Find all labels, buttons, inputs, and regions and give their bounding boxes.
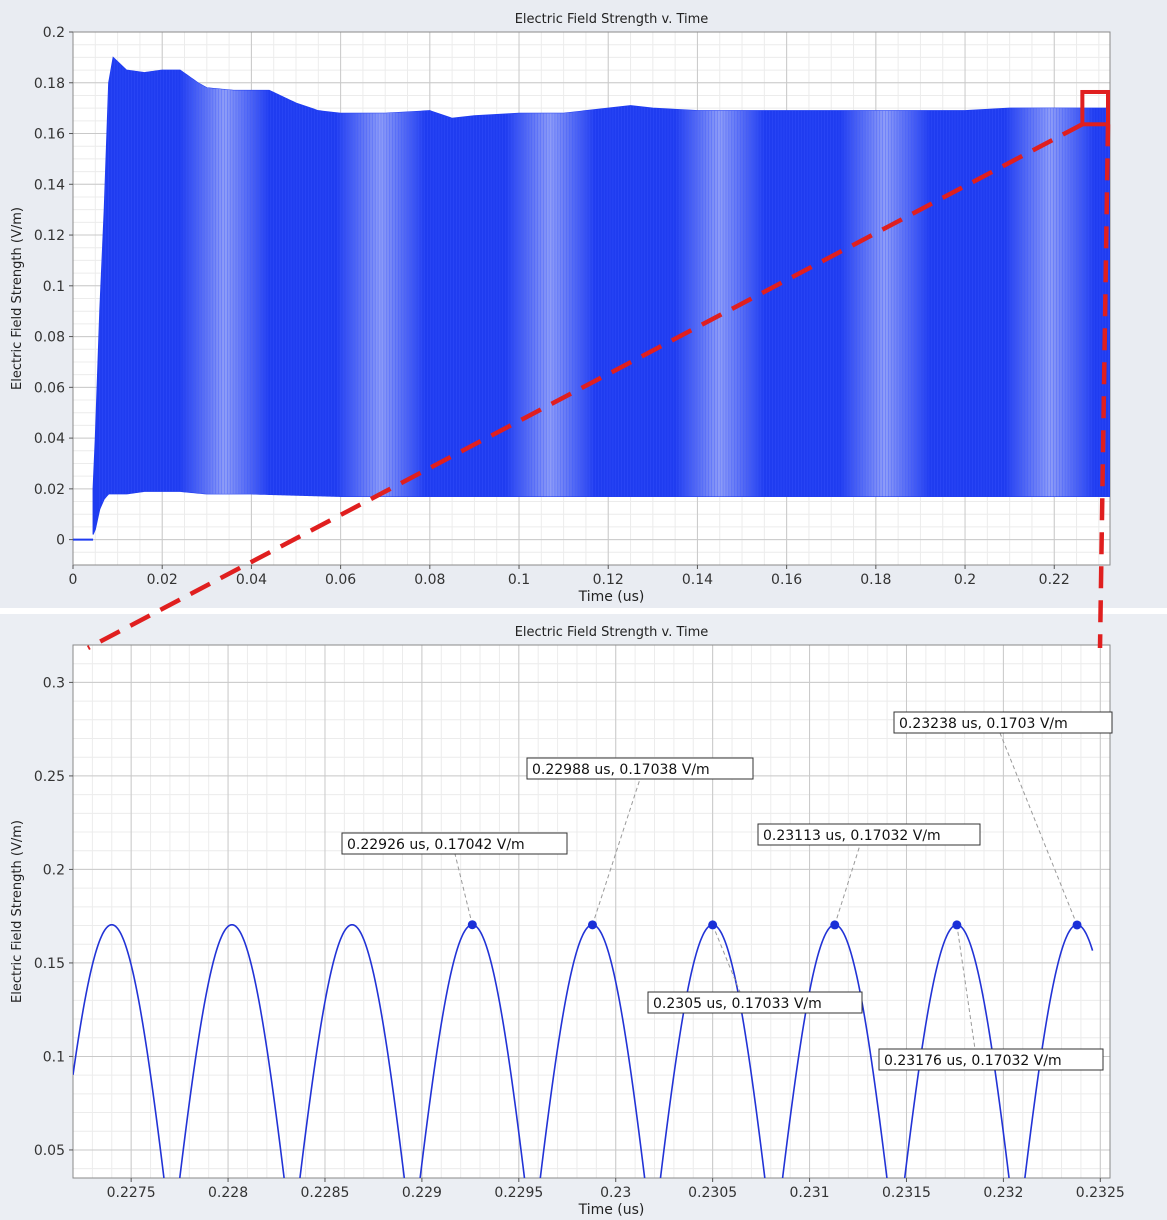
y-tick-label: 0.1	[43, 279, 65, 295]
zoom-connector-right	[1097, 124, 1111, 649]
x-axis-label: Time (us)	[578, 589, 645, 605]
peak-marker	[1072, 920, 1082, 930]
annotation-leader	[591, 778, 641, 925]
y-axis-label: Electric Field Strength (V/m)	[10, 207, 25, 390]
y-tick-label: 0.02	[34, 482, 65, 498]
annotation-box	[341, 832, 568, 855]
x-tick-label: 0.228	[208, 1185, 248, 1201]
peak-marker	[830, 920, 840, 930]
annotation-box	[878, 1048, 1104, 1071]
annotation-box	[893, 711, 1113, 734]
x-tick-label: 0.08	[414, 572, 445, 588]
peak-marker	[467, 920, 477, 930]
chart-title: Electric Field Strength v. Time	[515, 625, 709, 640]
x-tick-label: 0.18	[860, 572, 891, 588]
annotation-label: 0.23238 us, 0.1703 V/m	[899, 716, 1068, 732]
cycle-lines	[99, 58, 1109, 510]
annotation-leader	[454, 853, 473, 925]
peak-marker	[952, 920, 962, 930]
peak-marker	[708, 920, 718, 930]
y-tick-label: 0.14	[34, 177, 65, 193]
x-tick-label: 0.2315	[882, 1185, 931, 1201]
x-tick-label: 0	[69, 572, 78, 588]
y-tick-label: 0.3	[43, 675, 65, 691]
y-tick-label: 0.15	[34, 956, 65, 972]
y-tick-label: 0	[56, 533, 65, 549]
x-tick-label: 0.16	[771, 572, 802, 588]
x-tick-label: 0.2295	[494, 1185, 543, 1201]
band-streak	[505, 57, 595, 535]
y-tick-label: 0.05	[34, 1143, 65, 1159]
x-tick-label: 0.14	[682, 572, 713, 588]
x-tick-label: 0.02	[147, 572, 178, 588]
x-tick-label: 0.1	[508, 572, 530, 588]
x-tick-label: 0.232	[983, 1185, 1023, 1201]
x-tick-label: 0.2305	[688, 1185, 737, 1201]
annotation-label: 0.2305 us, 0.17033 V/m	[653, 996, 822, 1012]
chart-title: Electric Field Strength v. Time	[515, 12, 709, 27]
y-tick-label: 0.1	[43, 1049, 65, 1065]
x-tick-label: 0.2325	[1076, 1185, 1125, 1201]
annotation-label: 0.23176 us, 0.17032 V/m	[884, 1053, 1062, 1069]
x-tick-label: 0.06	[325, 572, 356, 588]
x-tick-label: 0.2275	[107, 1185, 156, 1201]
y-tick-label: 0.25	[34, 769, 65, 785]
x-tick-label: 0.04	[236, 572, 267, 588]
x-tick-label: 0.2285	[300, 1185, 349, 1201]
band-streaks	[99, 57, 1109, 535]
x-tick-label: 0.23	[600, 1185, 631, 1201]
zoom-connector-left	[86, 122, 1084, 650]
annotation-label: 0.23113 us, 0.17032 V/m	[763, 828, 941, 844]
rectified-waveform	[73, 923, 1094, 1178]
x-tick-label: 0.22	[1039, 572, 1070, 588]
chart-1-frame: 0.2275 0.228 0.2285 0.229 0.2295 0.23 0.2305 0.…	[10, 625, 1125, 1218]
annotation-box	[526, 757, 754, 780]
y-tick-label: 0.12	[34, 228, 65, 244]
x-axis-label: Time (us)	[578, 1202, 645, 1218]
peak-marker	[587, 920, 597, 930]
y-tick-label: 0.04	[34, 431, 65, 447]
annotation-box	[757, 823, 981, 846]
trace-series-top	[73, 56, 1110, 541]
x-tick-label: 0.2	[954, 572, 976, 588]
y-tick-label: 0.2	[43, 25, 65, 41]
y-tick-label: 0.08	[34, 330, 65, 346]
plot-border-1	[72, 644, 1111, 1179]
trace-series-bottom	[73, 923, 1094, 1178]
y-axis-label: Electric Field Strength (V/m)	[10, 820, 25, 1003]
annotation-layer: 0.22926 us, 0.17042 V/m 0.22988 us, 0.170…	[341, 711, 1113, 1071]
y-tick-label: 0.06	[34, 380, 65, 396]
zoom-indicator	[86, 89, 1111, 650]
plot-area-1	[73, 645, 1110, 1178]
y-tick-label: 0.16	[34, 127, 65, 143]
x-tick-label: 0.231	[790, 1185, 830, 1201]
x-tick-label: 0.229	[402, 1185, 442, 1201]
y-tick-label: 0.2	[43, 862, 65, 878]
annotation-leader	[712, 924, 741, 993]
zoom-box	[1080, 89, 1110, 127]
annotation-box	[647, 991, 863, 1014]
annotation-label: 0.22988 us, 0.17038 V/m	[532, 762, 710, 778]
annotation-label: 0.22926 us, 0.17042 V/m	[347, 837, 525, 853]
y-tick-label: 0.18	[34, 76, 65, 92]
x-tick-label: 0.12	[593, 572, 624, 588]
